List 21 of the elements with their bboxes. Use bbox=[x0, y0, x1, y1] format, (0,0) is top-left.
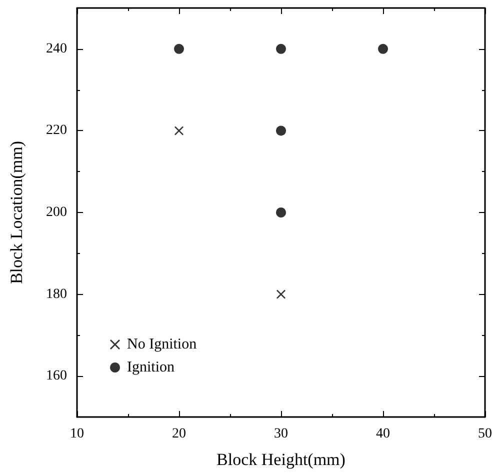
point bbox=[174, 44, 184, 54]
x-tick-label: 10 bbox=[70, 426, 84, 442]
point bbox=[276, 126, 286, 136]
y-axis-title: Block Location(mm) bbox=[7, 140, 26, 284]
y-tick-label: 180 bbox=[46, 286, 67, 302]
x-tick-label: 30 bbox=[274, 426, 288, 442]
point bbox=[174, 126, 184, 136]
x-tick-label: 20 bbox=[172, 426, 186, 442]
x-axis-title: Block Height(mm) bbox=[216, 450, 346, 469]
point bbox=[276, 290, 286, 299]
legend-label: Ignition bbox=[127, 360, 175, 376]
point bbox=[276, 44, 286, 54]
legend-label: No Ignition bbox=[127, 336, 198, 352]
x-tick-label: 40 bbox=[376, 426, 390, 442]
y-tick-label: 220 bbox=[46, 123, 67, 138]
y-tick-label: 240 bbox=[46, 41, 67, 56]
y-tick-label: 160 bbox=[46, 368, 67, 384]
point bbox=[378, 44, 388, 54]
y-tick-label: 200 bbox=[46, 205, 67, 220]
x-tick-label: 50 bbox=[478, 426, 492, 442]
point bbox=[276, 208, 286, 218]
